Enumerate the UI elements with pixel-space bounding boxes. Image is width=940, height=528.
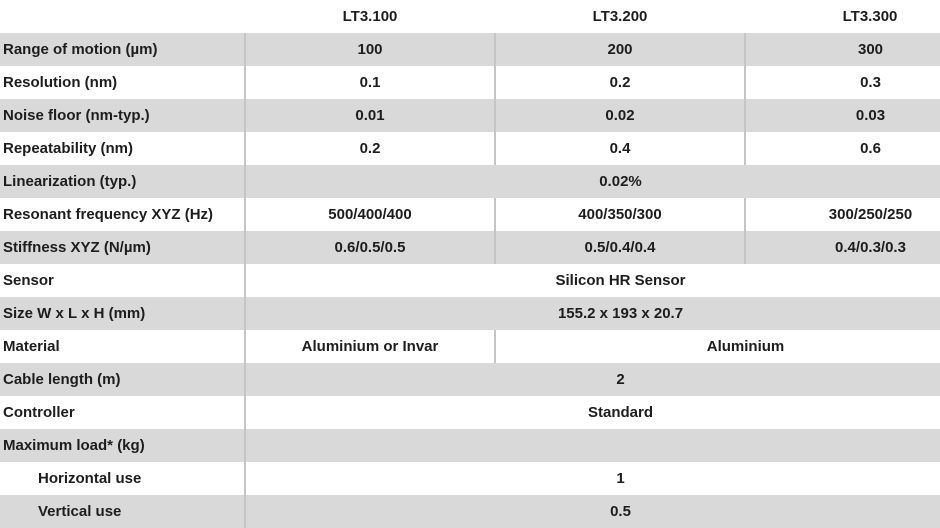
- header-lt3-200: LT3.200: [495, 0, 745, 33]
- header-lt3-100: LT3.100: [245, 0, 495, 33]
- row-label: Controller: [0, 396, 246, 429]
- header-row: LT3.100 LT3.200 LT3.300: [0, 0, 940, 33]
- row-range-of-motion: Range of motion (µm) 100 200 300: [0, 33, 940, 66]
- row-label: Size W x L x H (mm): [0, 297, 246, 330]
- row-cable-length: Cable length (m) 2: [0, 363, 940, 396]
- cell-span-value: 155.2 x 193 x 20.7: [245, 297, 940, 330]
- row-vertical-use: Vertical use 0.5: [0, 495, 940, 528]
- cell-span-value: [245, 429, 940, 462]
- cell-value: 0.6: [745, 132, 940, 165]
- cell-span-value: Silicon HR Sensor: [245, 264, 940, 297]
- cell-span-value: Standard: [245, 396, 940, 429]
- row-maximum-load: Maximum load* (kg): [0, 429, 940, 462]
- cell-value: 0.02: [495, 99, 746, 132]
- cell-value: 0.5/0.4/0.4: [495, 231, 746, 264]
- row-label: Cable length (m): [0, 363, 246, 396]
- row-horizontal-use: Horizontal use 1: [0, 462, 940, 495]
- row-label: Noise floor (nm-typ.): [0, 99, 246, 132]
- row-resonant-frequency: Resonant frequency XYZ (Hz) 500/400/400 …: [0, 198, 940, 231]
- row-label: Stiffness XYZ (N/µm): [0, 231, 246, 264]
- cell-value: 200: [495, 33, 746, 66]
- cell-value: 0.4/0.3/0.3: [745, 231, 940, 264]
- row-linearization: Linearization (typ.) 0.02%: [0, 165, 940, 198]
- cell-value: 0.3: [745, 66, 940, 99]
- cell-value: 0.03: [745, 99, 940, 132]
- cell-value: Aluminium or Invar: [245, 330, 496, 363]
- row-label: Vertical use: [0, 495, 246, 528]
- row-controller: Controller Standard: [0, 396, 940, 429]
- row-label: Repeatability (nm): [0, 132, 246, 165]
- cell-value: 500/400/400: [245, 198, 496, 231]
- cell-span-value: Aluminium: [495, 330, 940, 363]
- row-material: Material Aluminium or Invar Aluminium: [0, 330, 940, 363]
- cell-value: 0.1: [245, 66, 496, 99]
- cell-span-value: 1: [245, 462, 940, 495]
- cell-value: 0.4: [495, 132, 746, 165]
- row-label: Resolution (nm): [0, 66, 246, 99]
- cell-value: 0.01: [245, 99, 496, 132]
- cell-value: 0.6/0.5/0.5: [245, 231, 496, 264]
- row-noise-floor: Noise floor (nm-typ.) 0.01 0.02 0.03: [0, 99, 940, 132]
- row-repeatability: Repeatability (nm) 0.2 0.4 0.6: [0, 132, 940, 165]
- cell-value: 300/250/250: [745, 198, 940, 231]
- header-empty-cell: [0, 0, 245, 33]
- cell-value: 100: [245, 33, 496, 66]
- cell-value: 0.2: [495, 66, 746, 99]
- row-stiffness: Stiffness XYZ (N/µm) 0.6/0.5/0.5 0.5/0.4…: [0, 231, 940, 264]
- row-label: Material: [0, 330, 246, 363]
- row-label: Resonant frequency XYZ (Hz): [0, 198, 246, 231]
- cell-span-value: 0.02%: [245, 165, 940, 198]
- row-size: Size W x L x H (mm) 155.2 x 193 x 20.7: [0, 297, 940, 330]
- cell-value: 0.2: [245, 132, 496, 165]
- cell-span-value: 0.5: [245, 495, 940, 528]
- row-label: Range of motion (µm): [0, 33, 246, 66]
- row-sensor: Sensor Silicon HR Sensor: [0, 264, 940, 297]
- cell-span-value: 2: [245, 363, 940, 396]
- cell-value: 400/350/300: [495, 198, 746, 231]
- header-lt3-300: LT3.300: [745, 0, 940, 33]
- row-label: Linearization (typ.): [0, 165, 246, 198]
- row-label: Horizontal use: [0, 462, 246, 495]
- cell-value: 300: [745, 33, 940, 66]
- row-label: Sensor: [0, 264, 246, 297]
- row-resolution: Resolution (nm) 0.1 0.2 0.3: [0, 66, 940, 99]
- row-label: Maximum load* (kg): [0, 429, 246, 462]
